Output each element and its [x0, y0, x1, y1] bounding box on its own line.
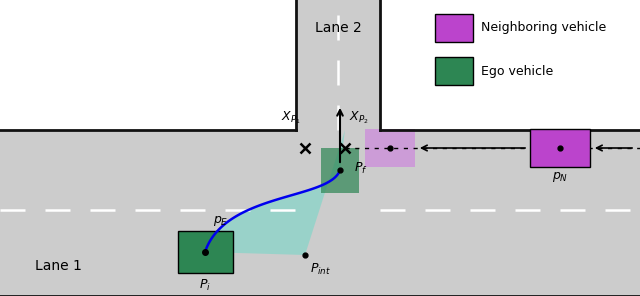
- Polygon shape: [205, 130, 345, 255]
- Bar: [0, 130, 640, 296]
- Text: Ego vehicle: Ego vehicle: [481, 65, 553, 78]
- Text: Lane 2: Lane 2: [315, 21, 362, 35]
- Bar: [321, 147, 359, 192]
- Text: Lane 1: Lane 1: [35, 259, 82, 273]
- Text: $X_{P_1}$: $X_{P_1}$: [282, 110, 301, 126]
- Text: $P_i$: $P_i$: [199, 278, 211, 293]
- Text: $P_{int}$: $P_{int}$: [310, 262, 332, 277]
- Bar: [380, 0, 640, 130]
- Bar: [0, 0, 296, 130]
- Text: $p_N$: $p_N$: [552, 170, 568, 184]
- Bar: [435, 14, 473, 42]
- Text: $P_f$: $P_f$: [354, 160, 368, 176]
- Bar: [296, 0, 380, 130]
- Bar: [530, 129, 590, 167]
- Bar: [435, 57, 473, 85]
- Text: $p_E$: $p_E$: [213, 214, 228, 228]
- Bar: [177, 231, 232, 273]
- Text: $X_{P_2}$: $X_{P_2}$: [349, 110, 369, 126]
- Bar: [365, 129, 415, 167]
- Text: Neighboring vehicle: Neighboring vehicle: [481, 22, 606, 35]
